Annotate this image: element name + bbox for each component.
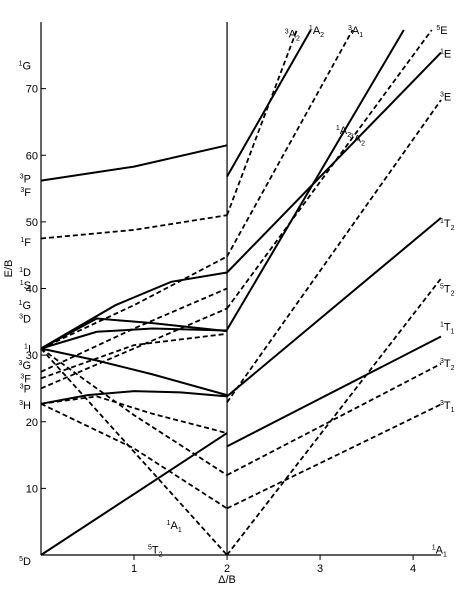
solid-energy-curve [40,390,228,405]
free-ion-term-label: 3P [20,174,31,186]
dashed-energy-curve [40,255,228,350]
y-tick-label: 70 [26,84,38,96]
x-tick-label: 3 [317,563,323,575]
solid-energy-curve [40,347,228,397]
dashed-energy-curve [40,402,228,510]
state-label: 3A2 [350,134,365,148]
state-label: 1E [440,48,451,60]
energy-curves [40,29,442,556]
x-tick-label: 2 [224,563,230,575]
free-ion-term-label: 3F [20,373,31,385]
free-ion-term-label: 1G [19,60,31,72]
y-tick-label: 20 [26,417,38,429]
free-ion-term-label: 1S [20,280,31,292]
state-label: 1A2 [336,125,351,139]
dashed-energy-curve [40,332,228,380]
free-ion-term-label: 1G [19,300,31,312]
y-tick-label: 10 [26,483,38,495]
dashed-energy-curve [226,277,442,556]
solid-energy-curve [226,335,442,448]
dashed-energy-curve [226,363,442,476]
state-label: 5E [436,25,447,37]
x-tick-label: 1 [131,563,137,575]
state-label: 1A1 [167,520,182,534]
state-label: 5T2 [440,284,455,298]
dashed-energy-curve [40,347,228,476]
state-label: 1T1 [440,321,455,335]
free-ion-term-label: 3H [19,400,31,412]
solid-energy-curve [40,144,228,182]
term-labels: 1G3P3F1F1D1S1G3D1I3G3F3P3H5D3A21A23A15E1… [19,25,455,568]
solid-energy-curve [226,29,405,331]
dashed-energy-curve [226,29,298,216]
state-label: 3A1 [348,25,363,39]
dashed-energy-curve [40,395,228,434]
dashed-energy-curve [226,29,354,257]
free-ion-term-label: 1F [20,237,31,249]
y-tick-label: 50 [26,217,38,229]
x-axis-label: Δ/B [218,574,236,586]
solid-energy-curve [40,271,228,350]
dashed-energy-curve [226,29,433,310]
dashed-energy-curve [226,99,442,403]
free-ion-term-label: 3F [20,187,31,199]
solid-energy-curve [40,327,228,350]
solid-energy-curve [226,29,312,178]
state-label: 1A1 [432,545,447,559]
free-ion-term-label: 3G [19,360,31,372]
free-ion-term-label: 3D [19,313,31,325]
dashed-energy-curve [40,307,228,390]
y-tick-label: 60 [26,150,38,162]
state-label: 5T2 [148,545,163,559]
x-tick-label: 4 [410,563,416,575]
solid-energy-curve [40,432,228,556]
free-ion-term-label: 5D [19,556,31,568]
free-ion-term-label: 1D [19,267,31,279]
solid-energy-curve [226,217,442,398]
state-label: 3T1 [440,400,455,414]
state-label: 3T2 [440,358,455,372]
dashed-energy-curve [40,287,228,373]
dashed-energy-curve [40,214,228,240]
state-label: 3E [440,92,451,104]
y-tick-label: 40 [26,284,38,296]
solid-energy-curve [40,317,228,350]
state-label: 1T2 [440,218,455,232]
state-label: 1A2 [309,25,324,39]
free-ion-term-label: 3P [20,383,31,395]
axes: 1 2 3 4 10 20 30 40 50 60 70 [26,22,441,575]
y-axis-label: E/B [3,260,15,278]
y-tick-label: 30 [26,350,38,362]
dashed-energy-curve [40,347,228,556]
free-ion-term-label: 1I [24,343,31,355]
state-label: 3A2 [285,28,300,42]
